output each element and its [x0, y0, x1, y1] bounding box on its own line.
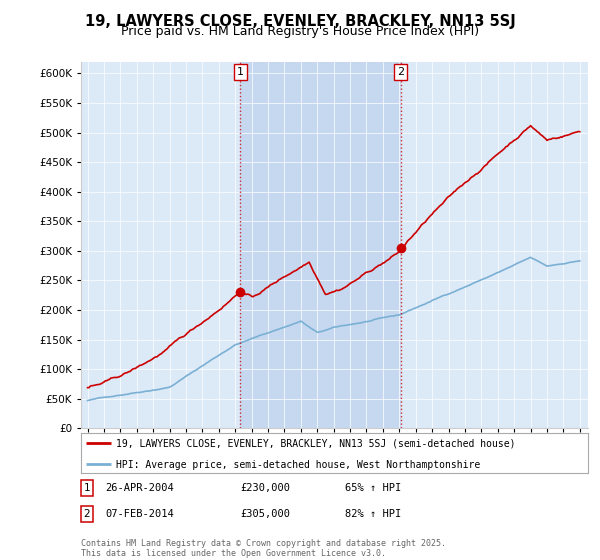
- Text: 26-APR-2004: 26-APR-2004: [105, 483, 174, 493]
- Text: Price paid vs. HM Land Registry's House Price Index (HPI): Price paid vs. HM Land Registry's House …: [121, 25, 479, 38]
- Bar: [241, 62, 401, 428]
- Text: 82% ↑ HPI: 82% ↑ HPI: [345, 509, 401, 519]
- Text: Contains HM Land Registry data © Crown copyright and database right 2025.
This d: Contains HM Land Registry data © Crown c…: [81, 539, 446, 558]
- Text: 1: 1: [83, 483, 91, 493]
- Text: 1: 1: [237, 67, 244, 77]
- Text: £305,000: £305,000: [240, 509, 290, 519]
- Text: 2: 2: [397, 67, 404, 77]
- Text: 2: 2: [83, 509, 91, 519]
- Text: 65% ↑ HPI: 65% ↑ HPI: [345, 483, 401, 493]
- Text: £230,000: £230,000: [240, 483, 290, 493]
- Text: 19, LAWYERS CLOSE, EVENLEY, BRACKLEY, NN13 5SJ (semi-detached house): 19, LAWYERS CLOSE, EVENLEY, BRACKLEY, NN…: [116, 439, 516, 449]
- Text: 07-FEB-2014: 07-FEB-2014: [105, 509, 174, 519]
- Text: 19, LAWYERS CLOSE, EVENLEY, BRACKLEY, NN13 5SJ: 19, LAWYERS CLOSE, EVENLEY, BRACKLEY, NN…: [85, 14, 515, 29]
- Text: HPI: Average price, semi-detached house, West Northamptonshire: HPI: Average price, semi-detached house,…: [116, 460, 481, 470]
